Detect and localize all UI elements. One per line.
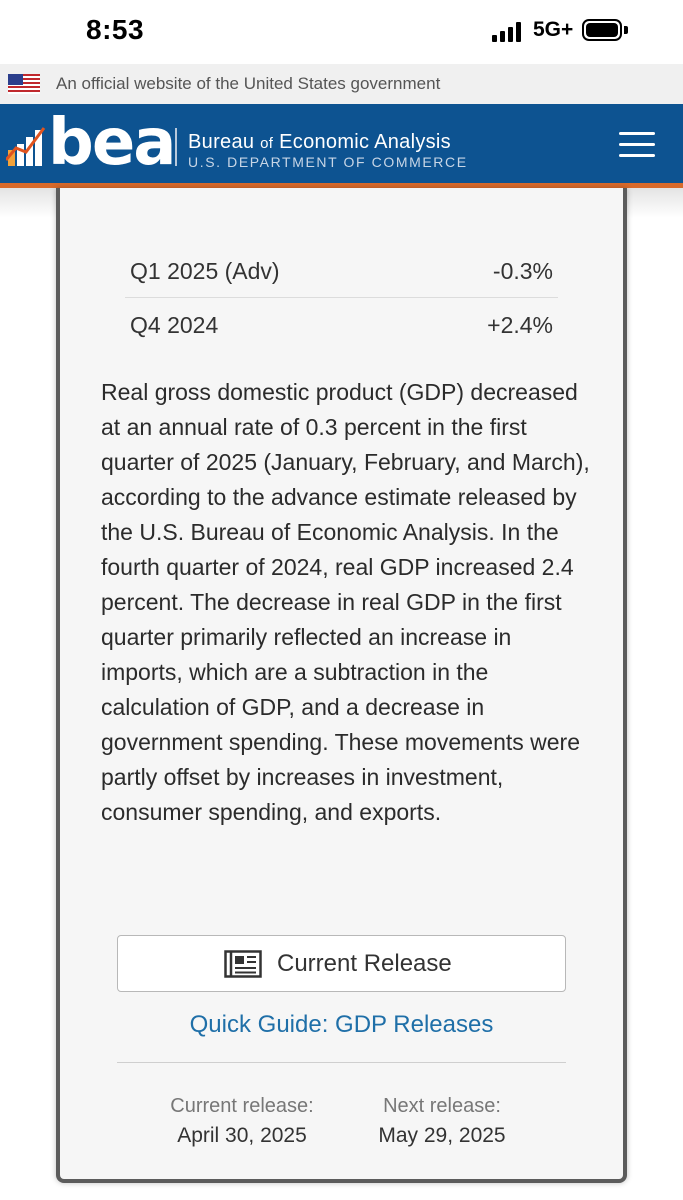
status-bar: 8:53 5G+ [0,0,683,64]
signal-strength-icon [492,22,522,42]
footer-divider [117,1062,566,1063]
gdp-row-q1-2025: Q1 2025 (Adv) -0.3% [125,244,558,298]
org-name-of: of [260,135,274,152]
org-name-part-2: Economic Analysis [279,131,451,153]
current-release-label: Current Release [277,950,452,977]
status-time: 8:53 [86,14,145,45]
gov-banner-text: An official website of the United States… [56,74,441,93]
current-release-info: Current release: April 30, 2025 [142,1092,342,1152]
gdp-summary-text: Real gross domestic product (GDP) decrea… [101,379,590,825]
bea-logo-text[interactable]: bea [48,106,176,180]
battery-icon [582,19,622,41]
site-header [0,104,683,183]
gdp-row-label: Q1 2025 (Adv) [130,258,280,284]
next-release-date: May 29, 2025 [378,1124,506,1147]
newspaper-icon [224,950,262,978]
next-release-info: Next release: May 29, 2025 [342,1092,542,1152]
network-type: 5G+ [533,18,574,41]
gdp-row-value: +2.4% [487,312,553,338]
gdp-row-label: Q4 2024 [130,312,219,338]
bea-logo-mark-icon[interactable] [6,126,46,168]
quick-guide-link[interactable]: Quick Guide: GDP Releases [189,1011,494,1038]
org-name: Bureau of Economic Analysis [188,131,451,154]
gov-banner: An official website of the United States… [0,64,683,104]
org-name-part-1: Bureau [188,131,255,153]
header-accent-stripe [0,183,683,188]
current-release-label: Current release: [170,1095,314,1117]
gdp-row-value: -0.3% [492,258,553,284]
row-divider [125,297,558,298]
hamburger-menu-icon[interactable] [619,132,655,158]
department-name: U.S. DEPARTMENT OF COMMERCE [188,154,468,170]
us-flag-icon [8,74,40,94]
logo-divider [175,128,177,166]
battery-tip [624,26,628,34]
next-release-label: Next release: [383,1095,501,1117]
current-release-button[interactable]: Current Release [117,935,566,992]
current-release-date: April 30, 2025 [177,1124,307,1147]
gdp-row-q4-2024: Q4 2024 +2.4% [125,298,558,352]
gdp-card [56,188,627,1183]
